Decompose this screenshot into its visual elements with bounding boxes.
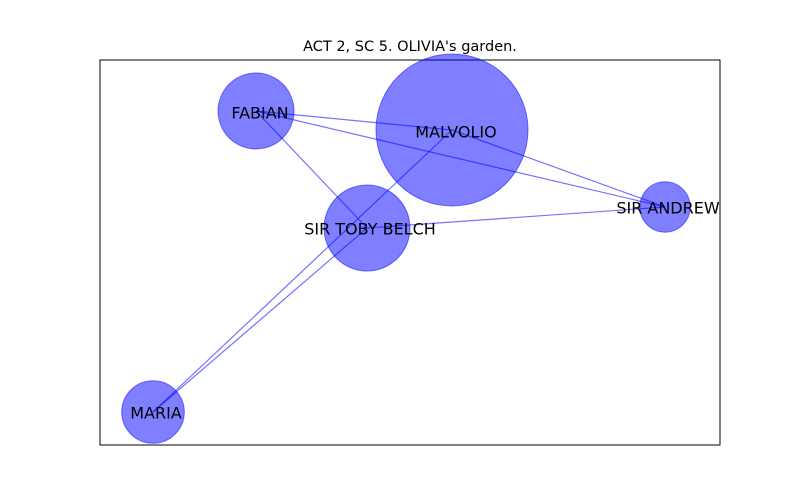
- node-sir-toby-belch: [323, 184, 411, 272]
- node-label-sir-toby-belch: SIR TOBY BELCH: [304, 220, 436, 239]
- plot-title: ACT 2, SC 5. OLIVIA's garden.: [303, 39, 517, 55]
- edge-sir-toby-belch-maria: [152, 227, 368, 413]
- node-label-fabian: FABIAN: [231, 104, 288, 123]
- node-malvolio: [375, 53, 529, 207]
- node-fabian: [217, 72, 295, 150]
- nodes-layer: [121, 53, 691, 444]
- node-sir-andrew: [639, 181, 691, 233]
- node-maria: [121, 380, 185, 444]
- edge-sir-toby-belch-sir-andrew: [366, 206, 666, 229]
- node-label-malvolio: MALVOLIO: [415, 123, 496, 142]
- node-label-sir-andrew: SIR ANDREW: [616, 199, 720, 218]
- node-label-maria: MARIA: [130, 404, 182, 423]
- labels-layer: MALVOLIO FABIAN SIR TOBY BELCH SIR ANDREW MA…: [130, 104, 720, 423]
